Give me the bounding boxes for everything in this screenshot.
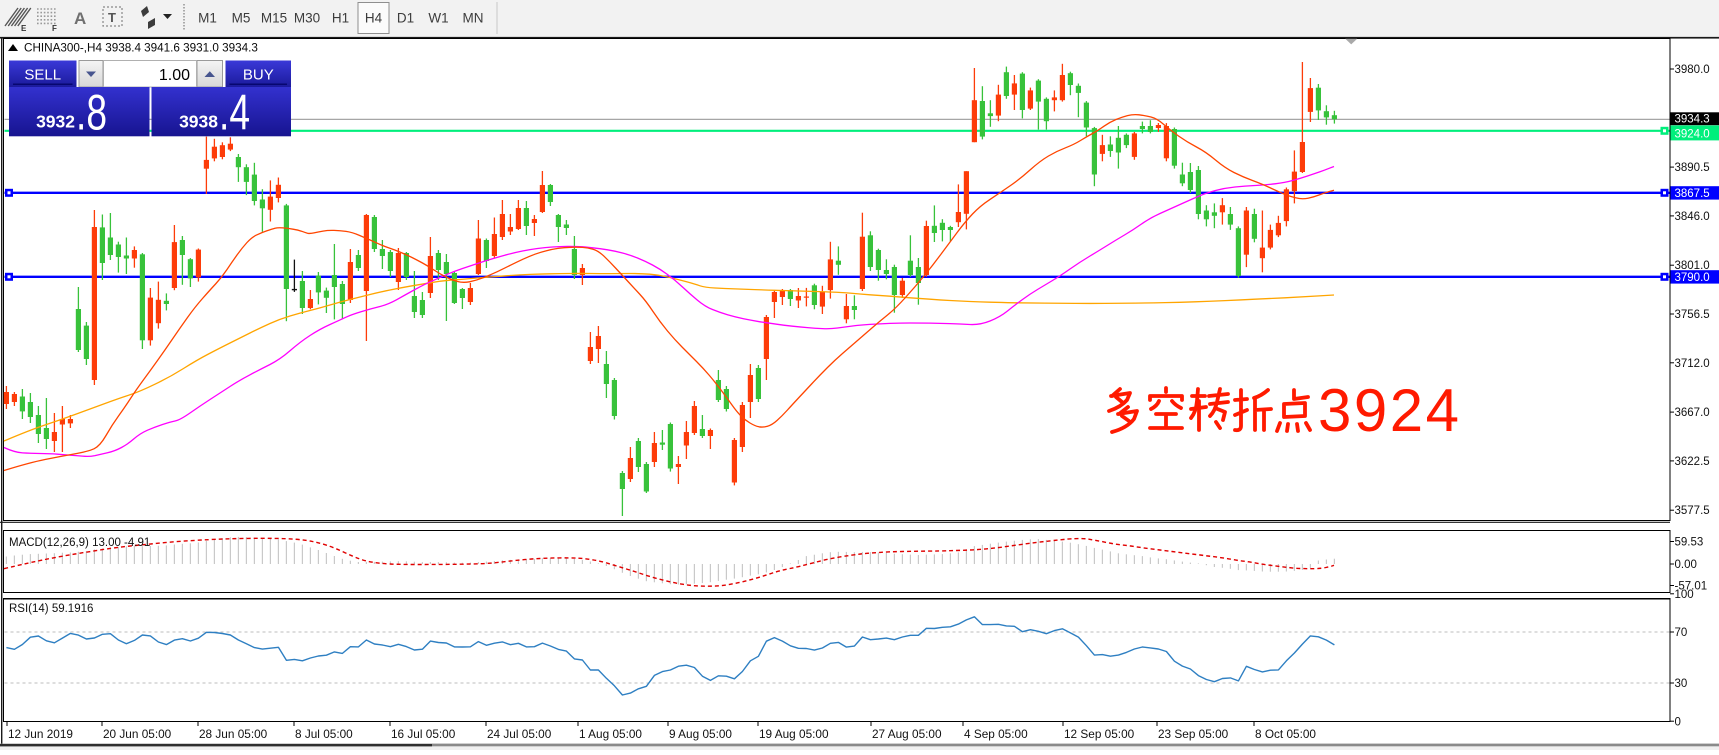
svg-text:3846.0: 3846.0 <box>1675 211 1710 223</box>
svg-text:12 Jun 2019: 12 Jun 2019 <box>8 727 73 741</box>
svg-text:E: E <box>21 24 27 33</box>
svg-text:3667.0: 3667.0 <box>1675 407 1710 419</box>
svg-text:3932: 3932 <box>36 112 75 132</box>
svg-text:8 Oct 05:00: 8 Oct 05:00 <box>1255 727 1316 741</box>
svg-text:H4: H4 <box>365 11 383 26</box>
svg-text:3622.5: 3622.5 <box>1675 456 1710 468</box>
svg-text:3980.0: 3980.0 <box>1675 64 1710 76</box>
svg-text:1 Aug 05:00: 1 Aug 05:00 <box>579 727 642 741</box>
svg-text:3867.5: 3867.5 <box>1675 188 1710 200</box>
svg-text:M30: M30 <box>294 11 320 26</box>
svg-text:F: F <box>52 24 57 33</box>
svg-text:3890.5: 3890.5 <box>1675 162 1710 174</box>
svg-text:9 Aug 05:00: 9 Aug 05:00 <box>669 727 732 741</box>
svg-text:SELL: SELL <box>24 67 61 84</box>
svg-text:M15: M15 <box>261 11 287 26</box>
svg-text:70: 70 <box>1675 627 1688 639</box>
svg-text:D1: D1 <box>397 11 414 26</box>
svg-text:100: 100 <box>1675 589 1694 601</box>
svg-text:3934.3: 3934.3 <box>1675 114 1710 126</box>
svg-text:W1: W1 <box>428 11 448 26</box>
svg-text:RSI(14) 59.1916: RSI(14) 59.1916 <box>9 603 93 615</box>
svg-text:12 Sep 05:00: 12 Sep 05:00 <box>1064 727 1135 741</box>
svg-text:3577.5: 3577.5 <box>1675 505 1710 517</box>
svg-text:CHINA300-,H4 3938.4 3941.6 3: CHINA300-,H4 3938.4 3941.6 3931.0 3934.3 <box>24 42 258 55</box>
svg-text:19 Aug 05:00: 19 Aug 05:00 <box>759 727 829 741</box>
svg-text:23 Sep 05:00: 23 Sep 05:00 <box>1158 727 1229 741</box>
svg-text:28 Jun 05:00: 28 Jun 05:00 <box>199 727 268 741</box>
svg-text:M1: M1 <box>198 11 217 26</box>
svg-text:3924: 3924 <box>1318 377 1461 444</box>
svg-text:24 Jul 05:00: 24 Jul 05:00 <box>487 727 552 741</box>
svg-text:16 Jul 05:00: 16 Jul 05:00 <box>391 727 456 741</box>
svg-text:1.00: 1.00 <box>159 67 190 84</box>
svg-text:MN: MN <box>463 11 484 26</box>
svg-text:20 Jun 05:00: 20 Jun 05:00 <box>103 727 172 741</box>
svg-text:59.53: 59.53 <box>1675 537 1704 549</box>
svg-text:.8: .8 <box>76 85 107 141</box>
svg-text:MACD(12,26,9) 13.00 -4.91: MACD(12,26,9) 13.00 -4.91 <box>9 537 150 549</box>
svg-text:3790.0: 3790.0 <box>1675 272 1710 284</box>
svg-text:A: A <box>74 9 86 28</box>
svg-text:4 Sep 05:00: 4 Sep 05:00 <box>964 727 1028 741</box>
svg-text:27 Aug 05:00: 27 Aug 05:00 <box>872 727 942 741</box>
svg-text:3712.0: 3712.0 <box>1675 358 1710 370</box>
svg-text:3924.0: 3924.0 <box>1675 128 1710 140</box>
svg-text:0.00: 0.00 <box>1675 559 1697 571</box>
svg-text:3938: 3938 <box>179 112 218 132</box>
svg-text:M5: M5 <box>232 11 251 26</box>
svg-text:T: T <box>108 10 116 25</box>
svg-text:8 Jul 05:00: 8 Jul 05:00 <box>295 727 353 741</box>
svg-text:3756.5: 3756.5 <box>1675 309 1710 321</box>
svg-text:H1: H1 <box>332 11 349 26</box>
svg-text:.4: .4 <box>219 85 250 141</box>
svg-text:BUY: BUY <box>243 67 274 84</box>
svg-text:30: 30 <box>1675 678 1688 690</box>
svg-text:0: 0 <box>1675 716 1681 728</box>
